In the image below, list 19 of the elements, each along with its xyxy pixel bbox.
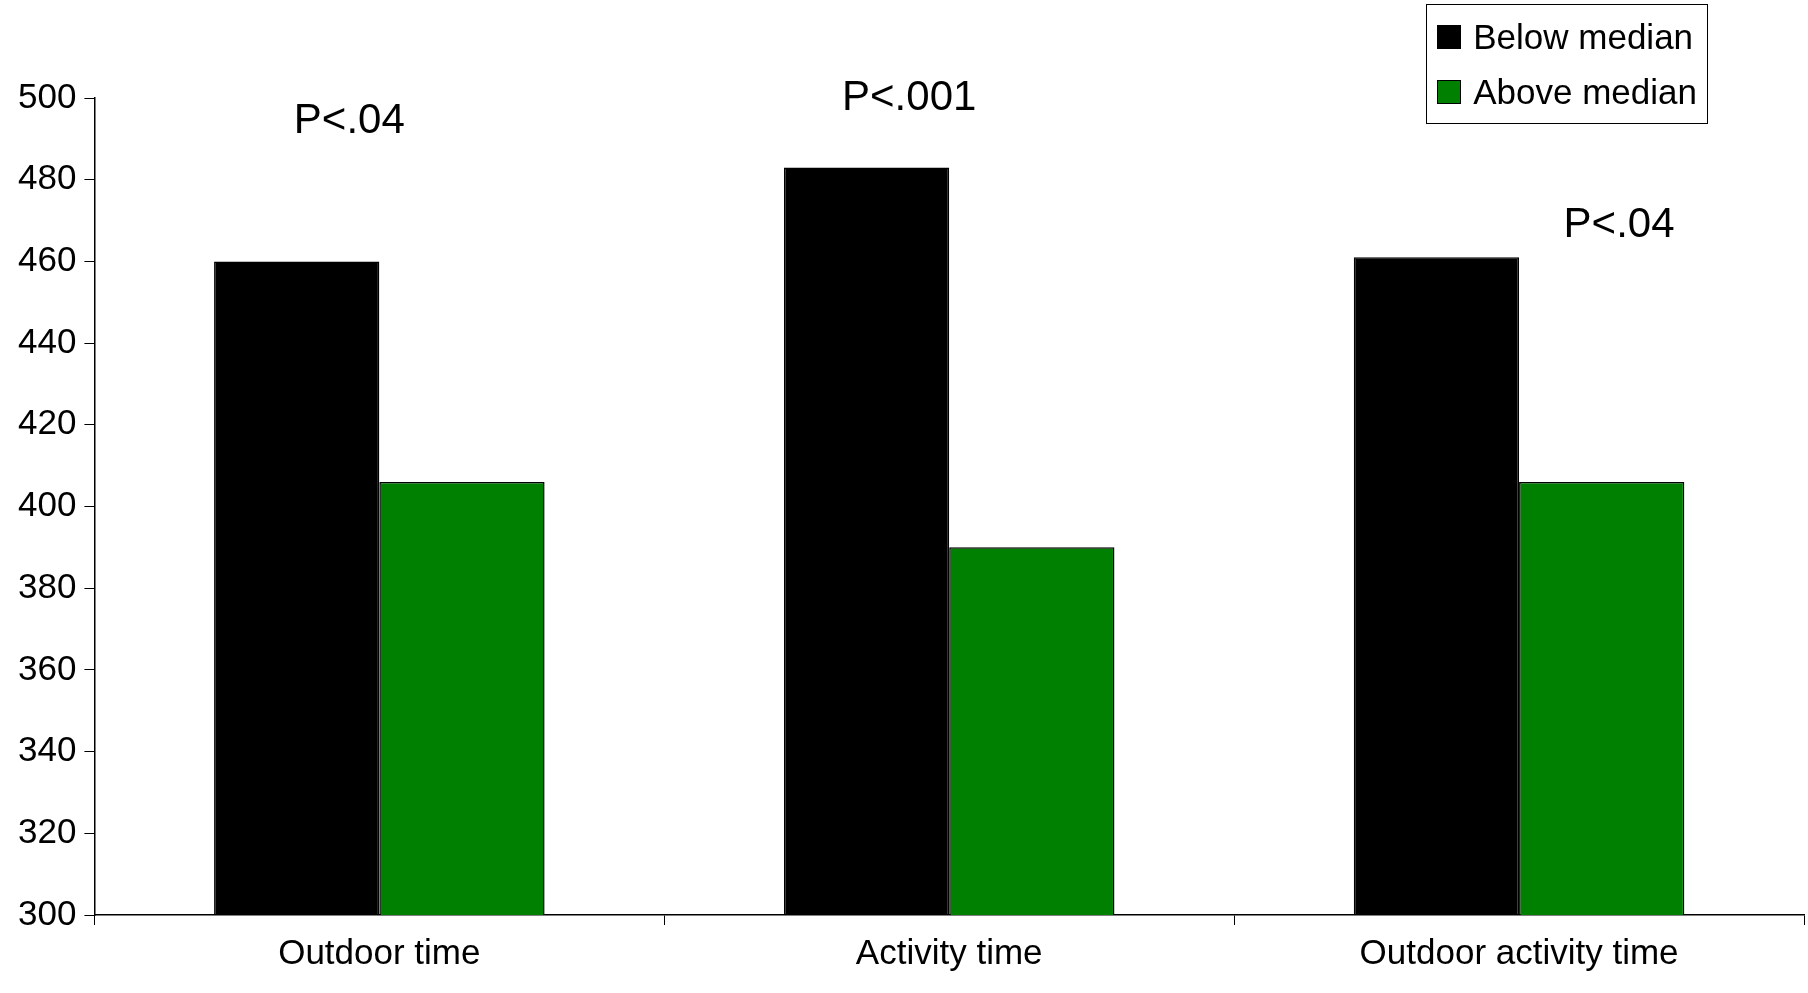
y-tick-label: 360 [17,647,77,687]
legend-label: Below median [1473,16,1694,58]
y-tick-label: 440 [17,320,77,360]
y-tick-label: 500 [17,75,77,115]
y-tick-label: 340 [17,729,77,769]
annotation: P<.001 [842,72,977,119]
annotation: P<.04 [293,95,405,142]
legend-label: Above median [1473,71,1697,113]
x-tick-label: Activity time [855,931,1043,971]
y-tick-label: 460 [17,239,77,279]
y-tick-label: 380 [17,565,77,605]
y-tick-label: 480 [17,157,77,197]
y-tick-label: 400 [17,484,77,524]
x-tick-label: Outdoor activity time [1359,931,1679,971]
y-tick-label: 300 [17,892,77,932]
y-tick-label: 320 [17,810,77,850]
annotation: P<.04 [1563,199,1675,246]
y-tick-label: 420 [17,402,77,442]
x-tick-label: Outdoor time [278,931,481,971]
